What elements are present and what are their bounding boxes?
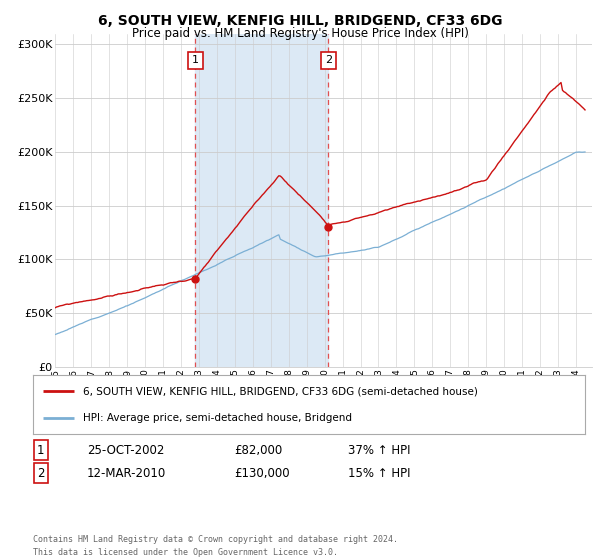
Text: 6, SOUTH VIEW, KENFIG HILL, BRIDGEND, CF33 6DG (semi-detached house): 6, SOUTH VIEW, KENFIG HILL, BRIDGEND, CF…: [83, 386, 478, 396]
Text: 12-MAR-2010: 12-MAR-2010: [87, 466, 166, 480]
Text: HPI: Average price, semi-detached house, Bridgend: HPI: Average price, semi-detached house,…: [83, 413, 352, 423]
Text: Contains HM Land Registry data © Crown copyright and database right 2024.
This d: Contains HM Land Registry data © Crown c…: [33, 535, 398, 557]
Text: 2: 2: [325, 55, 332, 66]
Text: Price paid vs. HM Land Registry's House Price Index (HPI): Price paid vs. HM Land Registry's House …: [131, 27, 469, 40]
Text: 25-OCT-2002: 25-OCT-2002: [87, 444, 164, 457]
Text: 2: 2: [37, 466, 44, 480]
Text: 37% ↑ HPI: 37% ↑ HPI: [348, 444, 410, 457]
Text: £82,000: £82,000: [234, 444, 282, 457]
Bar: [196, 34, 328, 367]
Text: 1: 1: [192, 55, 199, 66]
Text: 6, SOUTH VIEW, KENFIG HILL, BRIDGEND, CF33 6DG: 6, SOUTH VIEW, KENFIG HILL, BRIDGEND, CF…: [98, 14, 502, 28]
Text: £130,000: £130,000: [234, 466, 290, 480]
Text: 15% ↑ HPI: 15% ↑ HPI: [348, 466, 410, 480]
Text: 1: 1: [37, 444, 44, 457]
